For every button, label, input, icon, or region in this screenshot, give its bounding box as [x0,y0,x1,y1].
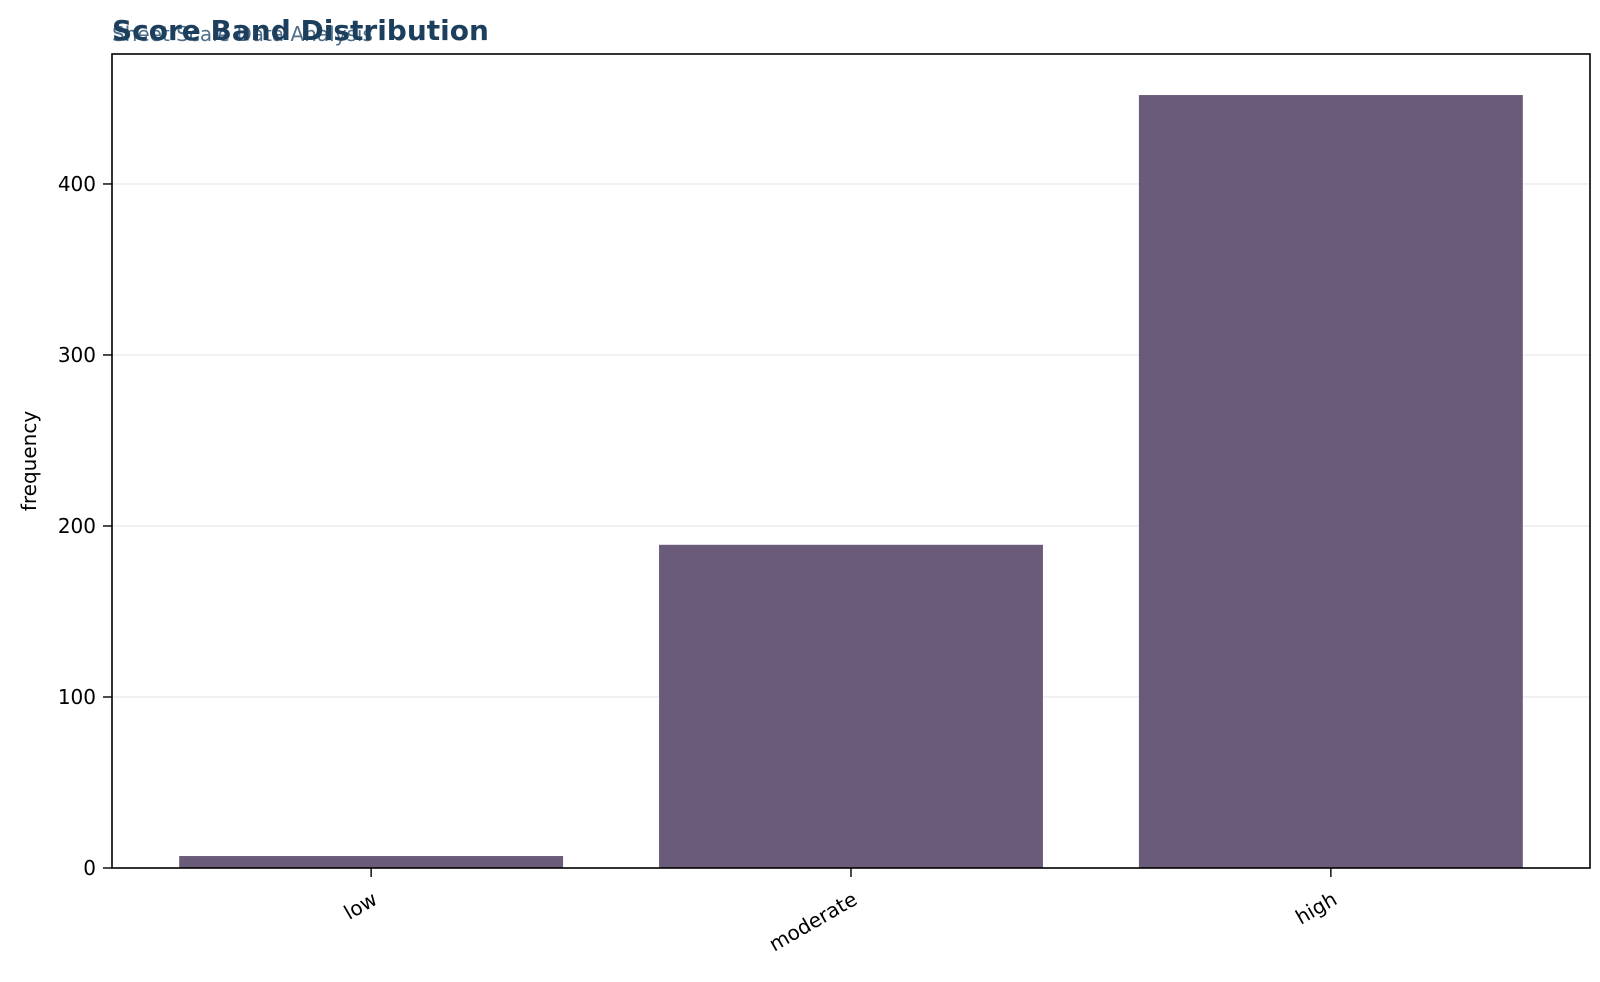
bars [179,95,1523,869]
chart-title: Score Band Distribution [112,14,489,47]
y-tick-label: 0 [83,856,96,880]
y-tick-label: 200 [58,514,96,538]
x-tick-label: moderate [765,887,861,956]
y-axis-ticks: 0 100 200 300 400 [58,172,112,880]
bar-moderate [659,544,1043,868]
y-tick-label: 400 [58,172,96,196]
y-axis-label: frequency [17,411,41,511]
bar-low [179,856,564,868]
y-tick-label: 100 [58,685,96,709]
y-tick-label: 300 [58,343,96,367]
x-tick-label: low [340,887,382,925]
x-axis-ticks: low moderate high [340,868,1341,956]
x-tick-label: high [1291,887,1341,930]
bar-high [1138,95,1523,869]
chart-subtitle: Sheet Scale Data Analysis [112,22,373,46]
